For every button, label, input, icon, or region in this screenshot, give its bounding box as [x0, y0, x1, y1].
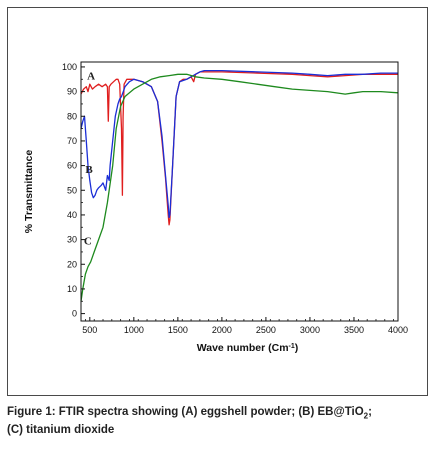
x-tick-label: 3000: [300, 325, 320, 335]
y-tick-label: 10: [67, 284, 77, 294]
x-tick-label: 1000: [124, 325, 144, 335]
x-tick-label: 2000: [212, 325, 232, 335]
y-tick-label: 90: [67, 87, 77, 97]
y-tick-label: 80: [67, 111, 77, 121]
x-tick-label: 1500: [168, 325, 188, 335]
caption-suffix: ;: [368, 406, 372, 418]
x-axis-label: Wave number (Cm-1): [197, 342, 299, 354]
caption-text: Figure 1: FTIR spectra showing (A) eggsh…: [7, 406, 364, 418]
series-line-1: [80, 69, 398, 219]
y-tick-label: 40: [67, 210, 77, 220]
plot-border: [80, 61, 399, 322]
y-tick-label: 30: [67, 235, 77, 245]
y-tick-label: 20: [67, 259, 77, 269]
y-tick-label: 70: [67, 136, 77, 146]
ftir-chart: 500 1000 1500 2000 2500 3000 3500 4000 0 10 20 30 40…: [23, 61, 408, 354]
caption-subscript: 2: [363, 411, 369, 421]
annotation-c: C: [84, 236, 92, 248]
series-line-2: [80, 73, 399, 302]
x-tick-label: 4000: [388, 325, 408, 335]
y-tick-label: 60: [67, 161, 77, 171]
y-axis-label: % Transmittance: [23, 150, 35, 234]
figure-frame: 500 1000 1500 2000 2500 3000 3500 4000 0 10 20 30 40…: [7, 7, 428, 396]
y-tick-label: 0: [72, 309, 77, 319]
annotation-b: B: [85, 164, 93, 176]
x-tick-label: 2500: [256, 325, 276, 335]
annotation-a: A: [87, 70, 95, 82]
y-tick-label: 100: [62, 62, 77, 72]
caption-line-2: (C) titanium dioxide: [7, 424, 115, 437]
x-tick-label: 3500: [344, 325, 364, 335]
series-line-0: [80, 71, 398, 226]
figure-caption: Figure 1: FTIR spectra showing (A) eggsh…: [7, 405, 432, 438]
y-tick-label: 50: [67, 185, 77, 195]
x-tick-label: 500: [82, 325, 97, 335]
